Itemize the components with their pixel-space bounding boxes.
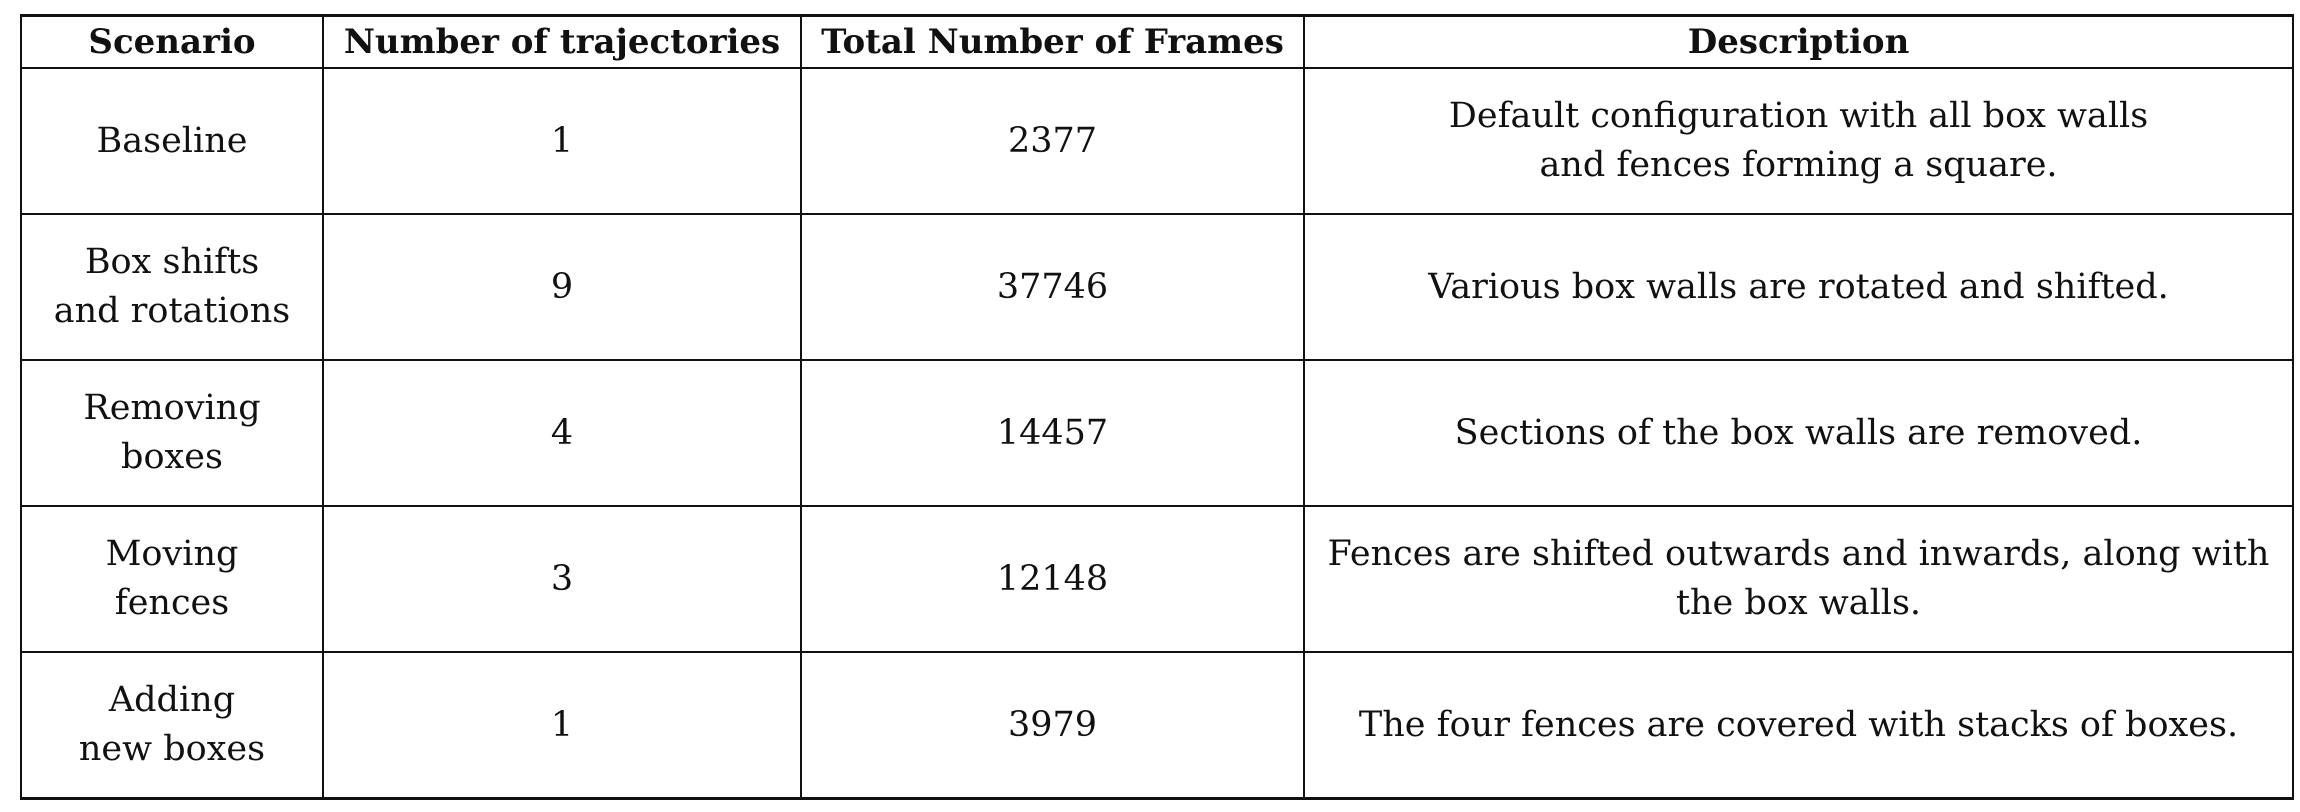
- scenario-line: Baseline: [96, 120, 248, 161]
- frames-cell: 12148: [800, 505, 1305, 653]
- frames-cell: 2377: [800, 67, 1305, 215]
- description-cell: Various box walls are rotated and shifte…: [1303, 213, 2294, 361]
- table-body: Baseline 1 2377 Default configuration wi…: [20, 67, 2294, 800]
- scenario-line: new boxes: [78, 729, 266, 769]
- frames-cell: 14457: [800, 359, 1305, 507]
- header-number-of-trajectories: Number of trajectories: [322, 14, 802, 69]
- scenario-line: fences: [114, 583, 230, 623]
- scenario-line: Box shifts: [84, 242, 260, 282]
- trajectories-cell: 3: [322, 505, 802, 653]
- description-cell: Fences are shifted outwards and inwards,…: [1303, 505, 2294, 653]
- table-row: Box shifts and rotations 9 37746 Various…: [20, 213, 2294, 361]
- description-line: The four fences are covered with stacks …: [1358, 704, 2239, 745]
- header-description: Description: [1303, 14, 2294, 69]
- header-scenario: Scenario: [20, 14, 324, 69]
- table-row: Removing boxes 4 14457 Sections of the b…: [20, 359, 2294, 507]
- frames-cell: 37746: [800, 213, 1305, 361]
- scenario-cell: Baseline: [20, 67, 324, 215]
- header-total-number-of-frames: Total Number of Frames: [800, 14, 1305, 69]
- description-line: the box walls.: [1675, 583, 1922, 623]
- description-cell: Default configuration with all box walls…: [1303, 67, 2294, 215]
- table-row: Adding new boxes 1 3979 The four fences …: [20, 651, 2294, 800]
- description-cell: Sections of the box walls are removed.: [1303, 359, 2294, 507]
- description-cell: The four fences are covered with stacks …: [1303, 651, 2294, 800]
- scenario-line: and rotations: [53, 291, 291, 331]
- table-header: Scenario Number of trajectories Total Nu…: [20, 14, 2294, 69]
- scenario-cell: Moving fences: [20, 505, 324, 653]
- scenario-line: Removing: [83, 388, 261, 428]
- description-line: Sections of the box walls are removed.: [1454, 412, 2143, 453]
- scenario-cell: Removing boxes: [20, 359, 324, 507]
- trajectories-cell: 9: [322, 213, 802, 361]
- table-row: Moving fences 3 12148 Fences are shifted…: [20, 505, 2294, 653]
- scenario-cell: Box shifts and rotations: [20, 213, 324, 361]
- table-row: Baseline 1 2377 Default configuration wi…: [20, 67, 2294, 215]
- trajectories-cell: 1: [322, 651, 802, 800]
- description-line: Default configuration with all box walls: [1448, 96, 2149, 136]
- scenario-cell: Adding new boxes: [20, 651, 324, 800]
- frames-cell: 3979: [800, 651, 1305, 800]
- scenario-table: Scenario Number of trajectories Total Nu…: [20, 14, 2294, 800]
- description-line: Various box walls are rotated and shifte…: [1428, 266, 2169, 307]
- description-line: and fences forming a square.: [1539, 145, 2058, 185]
- trajectories-cell: 4: [322, 359, 802, 507]
- header-row: Scenario Number of trajectories Total Nu…: [20, 14, 2294, 69]
- scenario-line: Moving: [105, 534, 239, 574]
- scenario-line: boxes: [121, 437, 223, 477]
- trajectories-cell: 1: [322, 67, 802, 215]
- description-line: Fences are shifted outwards and inwards,…: [1327, 534, 2270, 574]
- scenario-line: Adding: [108, 680, 236, 720]
- scenario-table-container: Scenario Number of trajectories Total Nu…: [20, 14, 2294, 800]
